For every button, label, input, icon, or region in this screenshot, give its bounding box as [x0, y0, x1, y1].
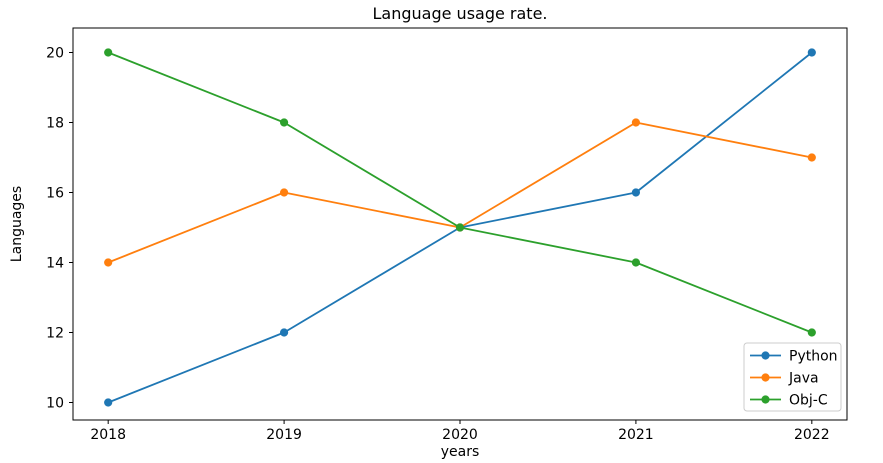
y-tick-label: 14 [46, 256, 64, 272]
y-tick-label: 16 [46, 186, 64, 202]
axes: 2018 2019 2020 2021 2022 10 12 14 16 18 20 [46, 27, 848, 443]
y-tick-label: 10 [46, 396, 64, 412]
series-marker-python [104, 398, 113, 407]
legend-label-java: Java [788, 371, 819, 387]
legend-marker-java [761, 373, 770, 382]
series-marker-obj-c [631, 258, 641, 267]
series-marker-obj-c [104, 48, 113, 57]
legend-item-java: Java [750, 371, 819, 387]
x-axis-label: years [441, 444, 480, 460]
series-line-java [107, 121, 813, 264]
plot-area [104, 48, 816, 407]
legend-label-obj-c: Obj-C [789, 393, 828, 409]
series-marker-python [807, 48, 816, 57]
series-marker-python [631, 188, 641, 197]
chart-title: Language usage rate. [373, 4, 548, 23]
legend-label-python: Python [789, 349, 838, 365]
series-marker-java [104, 258, 113, 267]
series-marker-python [279, 328, 289, 337]
series-marker-java [807, 153, 816, 162]
series-marker-java [631, 118, 641, 127]
x-tick-label: 2019 [266, 427, 302, 443]
series-marker-obj-c [807, 328, 816, 337]
legend-marker-python [761, 351, 770, 360]
legend-marker-obj-c [761, 395, 770, 404]
series-marker-obj-c [455, 223, 465, 232]
y-axis-label: Languages [9, 186, 25, 262]
x-tick-label: 2022 [794, 427, 830, 443]
series-marker-java [279, 188, 289, 197]
legend: Python Java Obj-C [743, 342, 842, 412]
y-tick-label: 12 [46, 326, 64, 342]
legend-item-obj-c: Obj-C [750, 393, 828, 409]
y-tick-label: 20 [46, 46, 64, 62]
x-tick-label: 2020 [442, 427, 478, 443]
x-tick-label: 2021 [618, 427, 654, 443]
series-line-obj-c [107, 51, 813, 334]
series-marker-obj-c [279, 118, 289, 127]
legend-box [743, 342, 842, 412]
y-tick-label: 18 [46, 116, 64, 132]
x-tick-label: 2018 [90, 427, 126, 443]
legend-item-python: Python [750, 349, 838, 365]
